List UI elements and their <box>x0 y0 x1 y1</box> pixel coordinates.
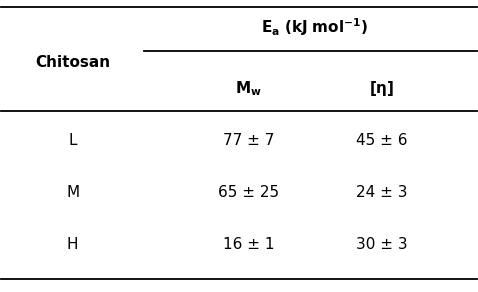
Text: 77 ± 7: 77 ± 7 <box>223 133 274 148</box>
Text: 65 ± 25: 65 ± 25 <box>218 185 279 200</box>
Text: $\mathbf{E_a\ (kJ\ mol^{-1})}$: $\mathbf{E_a\ (kJ\ mol^{-1})}$ <box>261 17 369 38</box>
Text: L: L <box>68 133 77 148</box>
Text: 24 ± 3: 24 ± 3 <box>356 185 407 200</box>
Text: 16 ± 1: 16 ± 1 <box>223 237 274 252</box>
Text: $\mathbf{[\eta]}$: $\mathbf{[\eta]}$ <box>369 79 394 98</box>
Text: 30 ± 3: 30 ± 3 <box>356 237 407 252</box>
Text: 45 ± 6: 45 ± 6 <box>356 133 407 148</box>
Text: M: M <box>66 185 79 200</box>
Text: H: H <box>67 237 78 252</box>
Text: $\mathbf{M_w}$: $\mathbf{M_w}$ <box>235 79 262 98</box>
Text: Chitosan: Chitosan <box>35 55 110 69</box>
